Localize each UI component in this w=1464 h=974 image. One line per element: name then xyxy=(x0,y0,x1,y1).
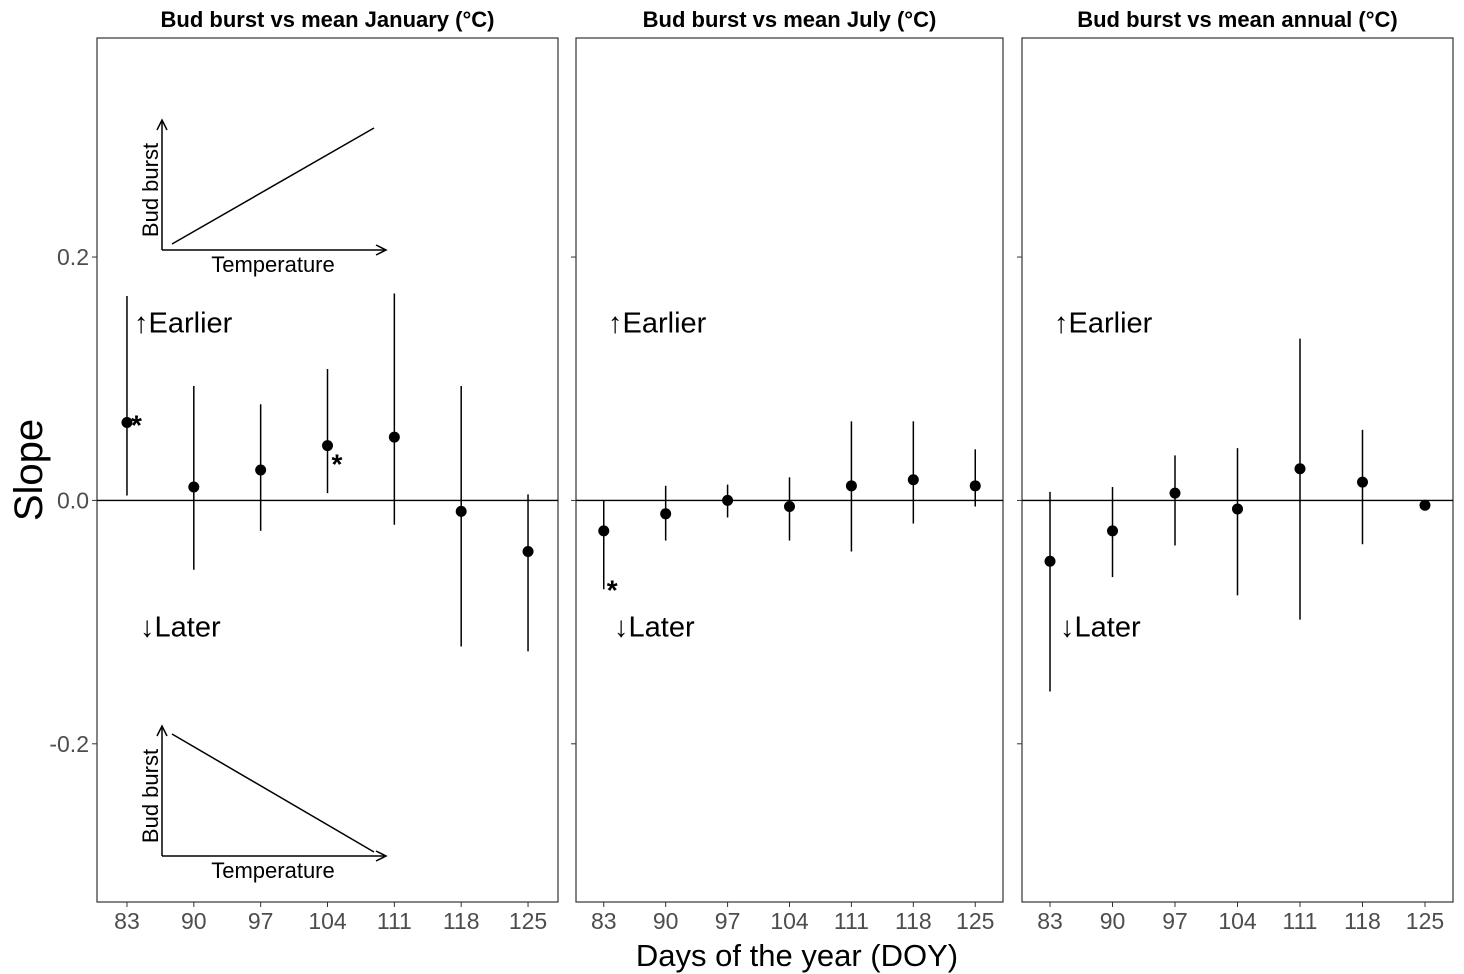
inset-trend-line xyxy=(171,733,375,853)
data-point xyxy=(969,480,981,492)
later-annotation: ↓Later xyxy=(614,612,695,644)
x-tick-label: 83 xyxy=(591,908,617,934)
panels-group: Bud burst vs mean January (°C) -0.2 0.0 0.2… xyxy=(49,7,1454,934)
inset-x-arrowhead xyxy=(375,244,388,256)
x-tick-label: 104 xyxy=(770,908,809,934)
data-point xyxy=(1169,487,1181,499)
x-tick-label: 111 xyxy=(1283,908,1318,934)
panel-title: Bud burst vs mean annual (°C) xyxy=(1077,7,1398,32)
significance-marker: * xyxy=(607,574,618,605)
data-point xyxy=(660,508,672,520)
data-point xyxy=(455,505,467,517)
data-point xyxy=(255,464,267,476)
data-point xyxy=(1294,463,1306,475)
later-annotation: ↓Later xyxy=(140,612,221,644)
inset-y-arrowhead xyxy=(156,118,168,131)
earlier-annotation: ↑Earlier xyxy=(608,307,707,339)
data-point xyxy=(188,481,200,493)
inset-x-arrowhead xyxy=(375,850,388,862)
x-tick-label: 118 xyxy=(895,908,932,934)
x-tick-label: 83 xyxy=(114,908,140,934)
x-tick-label: 125 xyxy=(509,908,547,934)
inset-diagram-falling: Bud burst Temperature xyxy=(138,724,388,883)
y-tick-label: -0.2 xyxy=(49,731,89,757)
inset-y-arrowhead xyxy=(156,724,168,737)
data-point xyxy=(1044,555,1056,567)
data-point xyxy=(722,494,734,506)
x-tick-label: 97 xyxy=(715,908,741,934)
earlier-annotation: ↑Earlier xyxy=(1054,307,1153,339)
y-axis-label: Slope xyxy=(7,419,51,521)
panel-3: Bud burst vs mean annual (°C) 83 90 97 104 11… xyxy=(1017,7,1454,934)
inset-x-label: Temperature xyxy=(211,252,335,277)
data-point xyxy=(322,440,333,452)
x-tick-label: 90 xyxy=(653,908,679,934)
later-annotation: ↓Later xyxy=(1060,612,1141,644)
panel-2: Bud burst vs mean July (°C) 83 90 97 104 111 1… xyxy=(571,7,1004,934)
significance-marker: * xyxy=(131,410,142,441)
y-tick-label: 0.2 xyxy=(57,244,89,270)
data-point xyxy=(1356,476,1368,488)
x-tick-label: 111 xyxy=(834,908,869,934)
data-point xyxy=(1232,503,1243,515)
x-tick-label: 104 xyxy=(308,908,347,934)
x-tick-label: 97 xyxy=(248,908,274,934)
panel-title: Bud burst vs mean January (°C) xyxy=(161,7,495,32)
x-tick-label: 118 xyxy=(443,908,480,934)
data-point xyxy=(522,546,534,558)
x-tick-label: 83 xyxy=(1037,908,1063,934)
data-point xyxy=(1107,525,1119,537)
panel-frame xyxy=(575,37,1004,903)
x-tick-label: 90 xyxy=(181,908,207,934)
x-tick-label: 125 xyxy=(956,908,994,934)
panel-title: Bud burst vs mean July (°C) xyxy=(643,7,937,32)
data-point xyxy=(121,417,133,429)
x-tick-label: 104 xyxy=(1218,908,1257,934)
data-point xyxy=(784,501,795,513)
inset-y-label: Bud burst xyxy=(138,143,163,237)
significance-marker: * xyxy=(332,449,343,480)
inset-y-label: Bud burst xyxy=(138,749,163,843)
y-tick-label: 0.0 xyxy=(57,487,89,513)
x-tick-label: 125 xyxy=(1406,908,1444,934)
data-point xyxy=(598,525,610,537)
inset-x-label: Temperature xyxy=(211,858,335,883)
data-point xyxy=(388,431,400,443)
inset-trend-line xyxy=(171,127,375,245)
panel-1: Bud burst vs mean January (°C) -0.2 0.0 0.2… xyxy=(49,7,559,934)
data-point xyxy=(907,474,919,486)
x-tick-label: 97 xyxy=(1162,908,1188,934)
x-axis-label: Days of the year (DOY) xyxy=(636,938,958,973)
data-point xyxy=(1419,499,1431,511)
x-tick-label: 90 xyxy=(1100,908,1126,934)
inset-diagram-rising: Bud burst Temperature xyxy=(138,118,388,277)
x-tick-label: 111 xyxy=(377,908,412,934)
earlier-annotation: ↑Earlier xyxy=(134,307,233,339)
data-point xyxy=(845,480,857,492)
x-tick-label: 118 xyxy=(1344,908,1381,934)
